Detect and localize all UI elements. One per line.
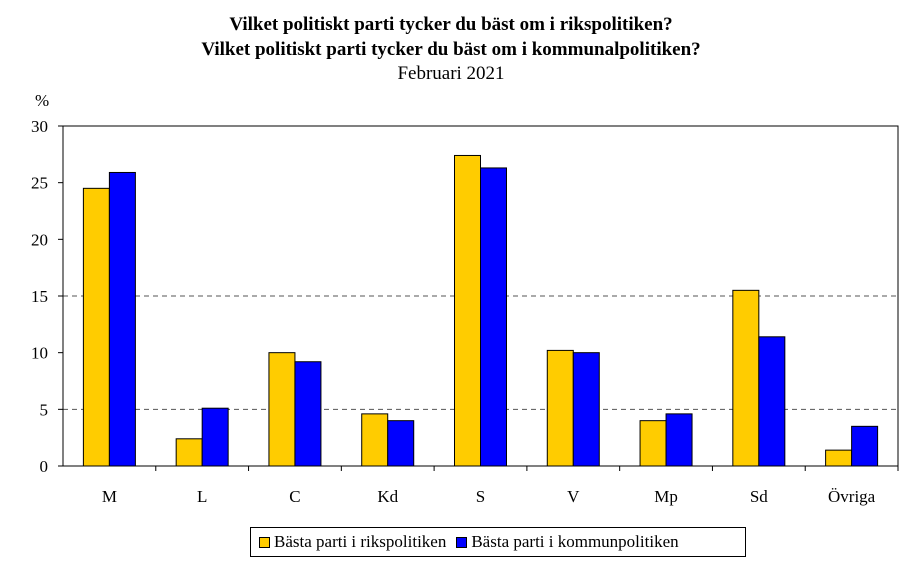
y-tick-label-30: 30: [31, 117, 48, 136]
y-axis-label: %: [35, 91, 49, 110]
axes: M L C Kd S V Mp Sd Övriga 0 5 10 15 20 25 30: [31, 117, 899, 506]
x-tick-label-m: M: [102, 487, 117, 506]
legend-swatch-riks: [259, 536, 270, 548]
legend-label-kommun: Bästa parti i kommunpolitiken: [471, 532, 679, 551]
x-tick-label-v: V: [567, 487, 580, 506]
bar-kommun-övriga: [851, 425, 879, 467]
bar-kommun-mp: [665, 413, 693, 467]
y-tick-label-10: 10: [31, 344, 48, 363]
chart-subtitle: Februari 2021: [397, 63, 505, 84]
bar-kommun-sd: [758, 336, 786, 467]
bar-kommun-kd: [387, 420, 415, 467]
bar-kommun-v: [572, 352, 600, 467]
bar-kommun-l: [201, 407, 229, 467]
legend-item-kommun: Bästa parti i kommunpolitiken: [456, 532, 679, 552]
y-tick-label-20: 20: [31, 230, 48, 249]
y-tick-label-15: 15: [31, 287, 48, 306]
bar-riks-c: [268, 352, 296, 467]
bars: [82, 154, 879, 467]
chart-title-line-1: Vilket politiskt parti tycker du bäst om…: [229, 14, 673, 35]
bar-riks-övriga: [825, 449, 853, 467]
chart-titles: Vilket politiskt parti tycker du bäst om…: [0, 12, 902, 86]
x-tick-label-l: L: [197, 487, 207, 506]
bar-riks-sd: [732, 289, 760, 467]
legend-label-riks: Bästa parti i rikspolitiken: [274, 532, 447, 551]
x-tick-label-kd: Kd: [377, 487, 398, 506]
bar-riks-s: [454, 154, 481, 467]
x-tick-label-sd: Sd: [750, 487, 768, 506]
bar-riks-kd: [361, 413, 389, 467]
chart-title-line-2: Vilket politiskt parti tycker du bäst om…: [201, 39, 701, 60]
bar-kommun-s: [480, 167, 507, 467]
x-tick-label-övriga: Övriga: [828, 487, 876, 506]
legend: Bästa parti i rikspolitiken Bästa parti …: [250, 527, 746, 557]
bar-kommun-m: [108, 171, 136, 467]
legend-swatch-kommun: [456, 536, 468, 548]
bar-riks-v: [546, 349, 574, 467]
bar-riks-l: [175, 438, 203, 467]
x-tick-label-c: C: [289, 487, 300, 506]
legend-item-riks: Bästa parti i rikspolitiken: [259, 532, 446, 552]
bar-riks-mp: [639, 420, 667, 467]
x-tick-label-mp: Mp: [654, 487, 678, 506]
bar-riks-m: [82, 187, 110, 467]
bar-kommun-c: [294, 361, 322, 467]
y-tick-label-0: 0: [40, 457, 49, 476]
y-tick-label-5: 5: [40, 400, 49, 419]
y-tick-label-25: 25: [31, 174, 48, 193]
x-tick-label-s: S: [476, 487, 485, 506]
